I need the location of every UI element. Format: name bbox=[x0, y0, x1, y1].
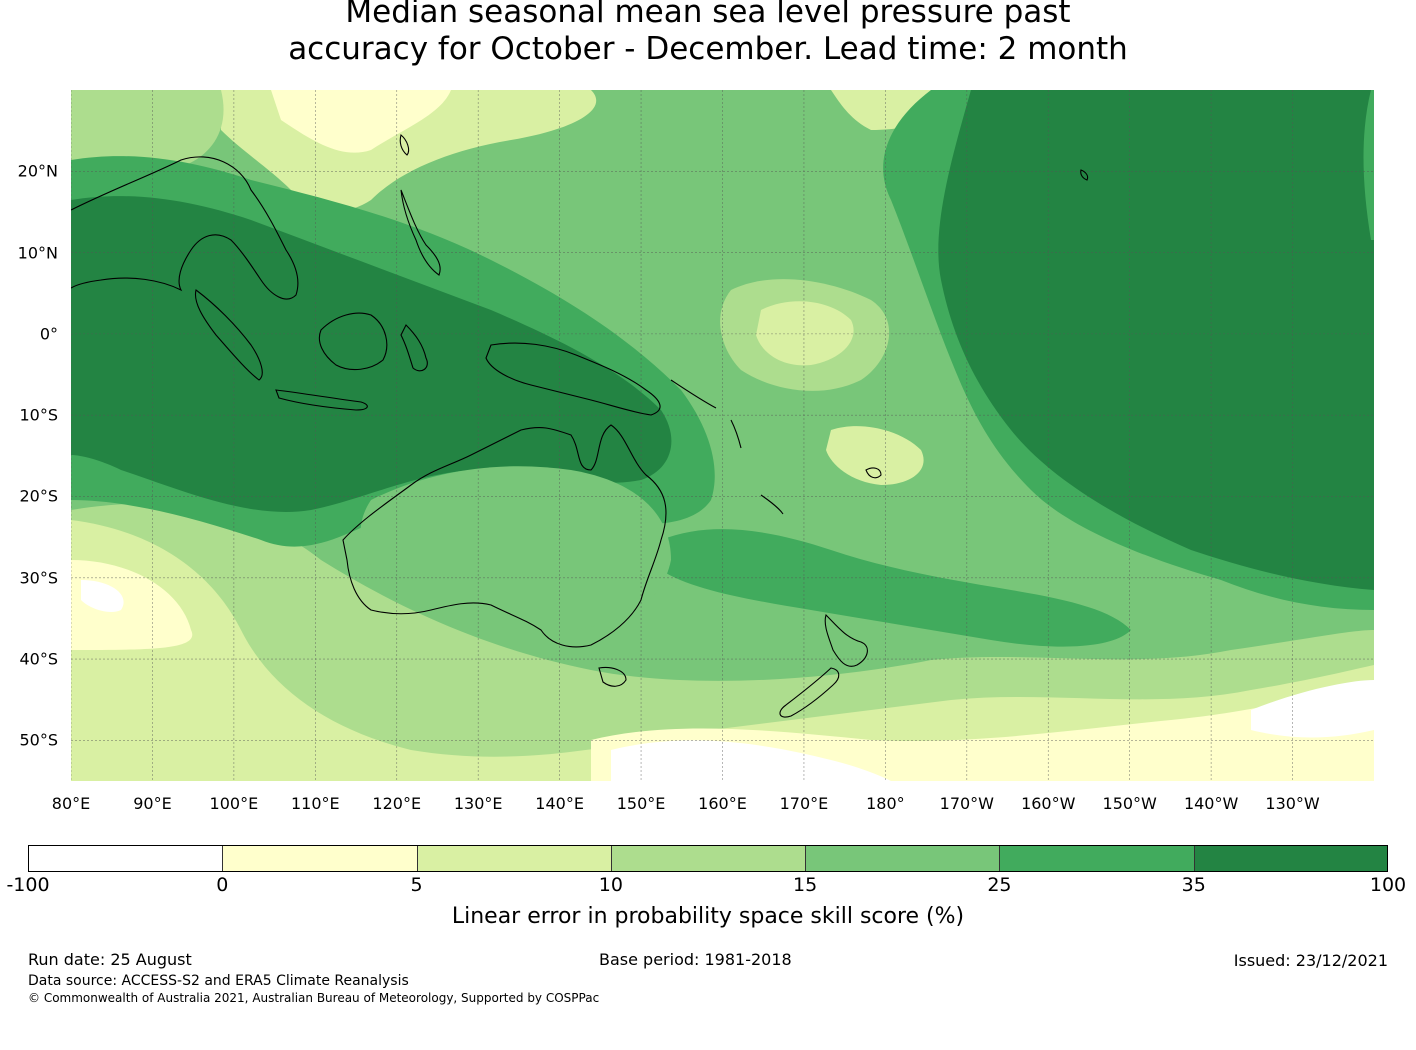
latitude-label: 40°S bbox=[19, 649, 58, 669]
coast-fiji bbox=[865, 467, 882, 479]
colorbar-segment bbox=[416, 845, 611, 872]
colorbar-label: Linear error in probability space skill … bbox=[451, 904, 965, 929]
longitude-label: 160°E bbox=[698, 794, 747, 813]
latitude-label: 50°S bbox=[19, 730, 58, 750]
coast-philippines bbox=[400, 189, 441, 276]
coastlines bbox=[71, 134, 1089, 718]
skill-region-north-yellow bbox=[271, 90, 1374, 153]
coast-taiwan bbox=[399, 134, 410, 156]
copyright: © Commonwealth of Australia 2021, Austra… bbox=[28, 991, 600, 1005]
longitude-label: 140°W bbox=[1183, 794, 1239, 813]
skill-region-west-dark bbox=[71, 196, 672, 512]
skill-region-east-darkest bbox=[938, 90, 1374, 590]
colorbar-segment bbox=[999, 845, 1194, 872]
colorbar bbox=[28, 845, 1388, 872]
coast-australia bbox=[342, 424, 667, 648]
longitude-label: 130°W bbox=[1265, 794, 1320, 813]
issued-date: Issued: 23/12/2021 bbox=[1233, 951, 1388, 970]
coast-vanuatu bbox=[730, 419, 742, 449]
longitude-label: 170°W bbox=[939, 794, 994, 813]
coast-nz-south bbox=[779, 667, 840, 718]
colorbar-tick-label: 15 bbox=[793, 874, 818, 896]
coast-sumatra bbox=[194, 289, 263, 381]
coast-nz-north bbox=[824, 613, 868, 667]
longitude-label: 150°E bbox=[616, 794, 666, 813]
skill-region-tasman bbox=[661, 529, 1131, 647]
run-date: Run date: 25 August bbox=[28, 950, 192, 969]
longitude-label: 180° bbox=[866, 794, 905, 813]
skill-region-north-light bbox=[71, 90, 224, 176]
colorbar-tick-label: 10 bbox=[598, 874, 623, 896]
longitude-label: 170°E bbox=[779, 794, 829, 813]
latitude-label: 10°S bbox=[19, 405, 58, 425]
skill-map bbox=[71, 90, 1374, 781]
latitude-label: 0° bbox=[39, 324, 58, 344]
colorbar-tick-label: 100 bbox=[1369, 874, 1407, 896]
colorbar-segment bbox=[222, 845, 417, 872]
longitude-label: 110°E bbox=[290, 794, 340, 813]
coast-sulawesi bbox=[400, 324, 428, 372]
map-title-line2: accuracy for October - December. Lead ti… bbox=[288, 31, 1128, 67]
skill-region-south-yellow bbox=[71, 560, 1374, 781]
coast-borneo bbox=[318, 312, 388, 371]
base-period: Base period: 1981-2018 bbox=[599, 950, 792, 969]
colorbar-segment bbox=[28, 845, 223, 872]
coast-hawaii bbox=[1080, 169, 1089, 181]
skill-map-canvas bbox=[71, 90, 1374, 781]
colorbar-tick-label: 35 bbox=[1181, 874, 1206, 896]
longitude-label: 90°E bbox=[133, 794, 172, 813]
map-title-line1: Median seasonal mean sea level pressure … bbox=[345, 0, 1071, 30]
coast-tasmania bbox=[598, 666, 627, 687]
colorbar-tick-label: 0 bbox=[216, 874, 229, 896]
longitude-label: 120°E bbox=[372, 794, 422, 813]
latitude-label: 20°N bbox=[17, 161, 58, 181]
latitude-label: 20°S bbox=[19, 486, 58, 506]
coast-new-guinea bbox=[485, 342, 661, 416]
colorbar-segment bbox=[805, 845, 1000, 872]
latitude-label: 10°N bbox=[17, 243, 58, 263]
skill-region-australia bbox=[360, 466, 671, 630]
data-source: Data source: ACCESS-S2 and ERA5 Climate … bbox=[28, 973, 409, 989]
coast-se-asia bbox=[71, 156, 299, 300]
colorbar-segment bbox=[610, 845, 806, 872]
coast-new-caledonia bbox=[760, 494, 784, 515]
coast-java bbox=[275, 389, 368, 411]
colorbar-tick-label: 5 bbox=[410, 874, 423, 896]
longitude-label: 130°E bbox=[453, 794, 503, 813]
longitude-label: 100°E bbox=[209, 794, 259, 813]
colorbar-segment bbox=[1193, 845, 1388, 872]
graticule bbox=[71, 90, 1374, 781]
map-title: Median seasonal mean sea level pressure … bbox=[0, 0, 1416, 68]
longitude-label: 140°E bbox=[535, 794, 584, 813]
coast-solomons bbox=[670, 379, 717, 409]
latitude-label: 30°S bbox=[19, 568, 58, 588]
longitude-label: 160°W bbox=[1021, 794, 1076, 813]
colorbar-tick-label: 25 bbox=[987, 874, 1012, 896]
skill-region-central-pale2 bbox=[756, 301, 924, 485]
longitude-label: 80°E bbox=[51, 794, 91, 813]
colorbar-tick-label: -100 bbox=[6, 874, 50, 896]
longitude-label: 150°W bbox=[1102, 794, 1157, 813]
